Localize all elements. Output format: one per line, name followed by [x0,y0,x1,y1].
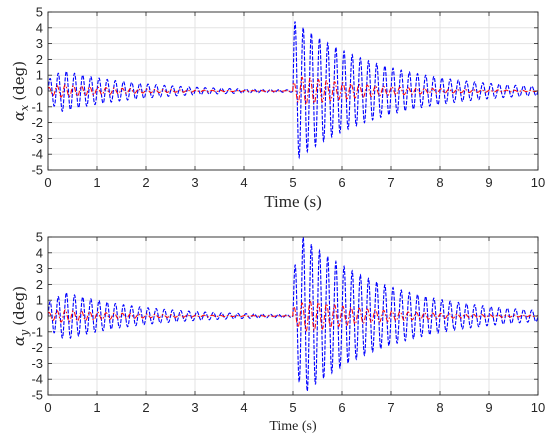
y-tick-label: 3 [36,36,43,51]
x-tick-label: 5 [289,400,296,415]
y-tick-label: -5 [31,163,43,178]
x-tick-label: 4 [240,400,247,415]
y-tick-label: 4 [36,245,43,260]
y-tick-label: -1 [31,99,43,114]
y-tick-label: -2 [31,340,43,355]
y-tick-label: 3 [36,261,43,276]
x-tick-label: 4 [240,175,247,190]
x-tick-label: 3 [191,400,198,415]
x-axis-label: Time (s) [264,192,321,211]
x-tick-label: 2 [142,175,149,190]
y-axis-label-symbol: α [10,111,28,121]
y-tick-label: -1 [31,324,43,339]
x-tick-label: 8 [436,175,443,190]
x-tick-label: 10 [531,400,545,415]
series-group [48,237,538,392]
x-tick-label: 0 [44,400,51,415]
y-tick-label: -4 [31,372,43,387]
x-tick-label: 6 [338,175,345,190]
y-tick-label: 0 [36,84,43,99]
y-axis-label: αy (deg) [10,286,31,346]
y-axis-label-subscript: y [18,329,31,337]
y-tick-label: -3 [31,131,43,146]
y-tick-label: 1 [36,68,43,83]
y-tick-label: 2 [36,277,43,292]
x-tick-label: 9 [485,400,492,415]
y-tick-label: -4 [31,147,43,162]
series-line-red [48,300,538,332]
x-tick-label: 7 [387,400,394,415]
y-tick-label: 5 [36,230,43,245]
x-tick-label: 8 [436,400,443,415]
x-tick-label: 1 [93,400,100,415]
y-tick-label: 4 [36,20,43,35]
x-tick-label: 6 [338,400,345,415]
tick-marks [47,11,539,171]
y-tick-label: 0 [36,309,43,324]
x-tick-label: 5 [289,175,296,190]
x-tick-label: 9 [485,175,492,190]
y-axis-label: αx (deg) [10,61,31,121]
y-tick-label: -3 [31,356,43,371]
y-tick-label: 2 [36,52,43,67]
series-group [48,21,538,160]
x-tick-label: 3 [191,175,198,190]
y-tick-label: -5 [31,388,43,403]
x-tick-label: 2 [142,400,149,415]
y-axis-label-subscript: x [18,104,31,111]
y-tick-label: -2 [31,115,43,130]
x-tick-label: 10 [531,175,545,190]
y-axis-label-unit: (deg) [10,286,28,326]
y-axis-label-unit: (deg) [10,61,28,101]
x-axis-label: Time (s) [269,419,317,434]
x-tick-label: 1 [93,175,100,190]
tick-marks [47,236,539,396]
y-axis-label-symbol: α [10,336,28,346]
series-line-red [48,76,538,106]
x-tick-label: 7 [387,175,394,190]
x-tick-label: 0 [44,175,51,190]
y-tick-label: 1 [36,293,43,308]
series-line-blue [48,21,538,160]
y-tick-label: 5 [36,5,43,20]
